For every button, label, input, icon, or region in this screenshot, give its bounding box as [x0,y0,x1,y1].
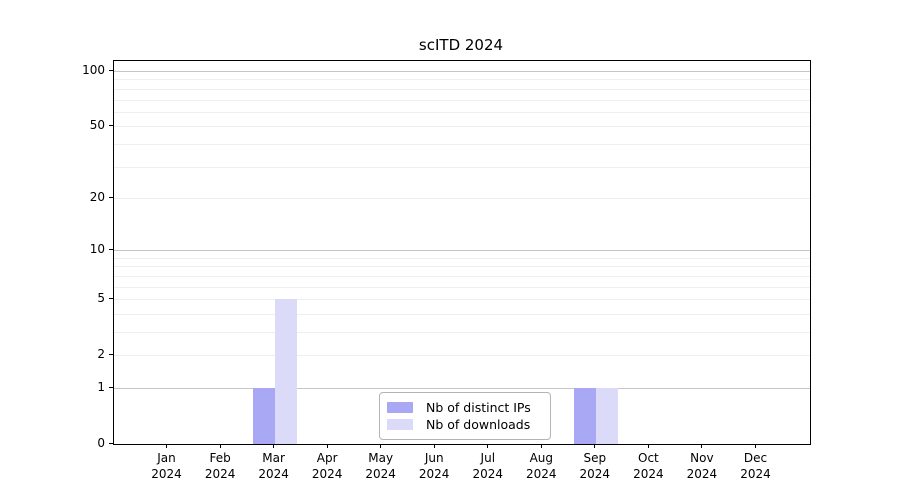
x-label-year: 2024 [258,467,289,481]
x-tick-aug-2024 [540,444,542,448]
x-tick-jan-2024 [166,444,167,448]
legend: Nb of distinct IPs Nb of downloads [379,392,551,440]
gridline-minor-80 [114,88,810,90]
x-label-year: 2024 [365,467,396,481]
x-label-month: Jul [480,451,496,465]
x-tick-dec-2024 [755,444,756,448]
x-label-month: Aug [529,451,554,465]
x-label-month: Mar [262,451,285,465]
x-label-year: 2024 [311,467,343,481]
legend-label-nb-of-distinct-ips: Nb of distinct IPs [426,400,531,415]
legend-swatch-nb-of-distinct-ips [387,402,413,413]
x-label-month: Oct [638,451,659,465]
x-label-year: 2024 [526,467,557,481]
x-tick-mar-2024 [273,444,275,448]
x-tick-may-2024 [380,444,382,448]
gridline-minor-2 [114,355,810,357]
gridline-minor-20 [114,197,810,199]
gridline-minor-9 [114,257,810,259]
y-tick-2 [109,354,113,356]
x-label-year: 2024 [418,467,450,481]
x-label-year: 2024 [472,467,504,481]
bar-nb-of-distinct-ips-sep-2024 [573,388,596,444]
y-axis-label-10: 10 [89,242,105,257]
chart-title: scITD 2024 [418,36,504,54]
y-tick-0 [109,443,113,444]
legend-item-nb-of-distinct-ips: Nb of distinct IPs [387,399,542,416]
x-label-month: Feb [209,451,231,465]
x-axis-label-mar-2024: Mar 2024 [242,450,306,482]
x-tick-jun-2024 [433,444,435,448]
y-tick-50 [109,125,113,127]
x-axis-label-jan-2024: Jan 2024 [135,450,199,482]
legend-label-nb-of-downloads: Nb of downloads [426,417,531,432]
x-label-year: 2024 [204,467,236,481]
bar-nb-of-distinct-ips-mar-2024 [252,388,275,444]
plot-area [113,60,811,445]
x-label-year: 2024 [151,467,182,481]
y-tick-100 [109,70,113,71]
x-label-month: Nov [690,451,714,465]
x-axis-label-dec-2024: Dec 2024 [724,450,788,482]
legend-swatch-nb-of-downloads [387,419,413,430]
x-axis-label-jun-2024: Jun 2024 [402,450,466,482]
x-label-month: Dec [743,451,768,465]
gridline-minor-50 [114,126,810,128]
x-label-month: Apr [316,451,338,465]
gridline-minor-6 [114,286,810,288]
x-axis-label-feb-2024: Feb 2024 [188,450,252,482]
gridline-minor-60 [114,111,810,113]
x-label-year: 2024 [579,467,611,481]
x-axis-label-oct-2024: Oct 2024 [616,450,680,482]
x-label-year: 2024 [686,467,718,481]
x-tick-feb-2024 [219,444,221,448]
gridline-minor-5 [114,299,810,301]
gridline-major-10 [114,250,810,252]
gridline-minor-90 [114,79,810,81]
x-tick-jul-2024 [487,444,489,448]
x-tick-nov-2024 [701,444,703,448]
x-axis-label-apr-2024: Apr 2024 [295,450,359,482]
x-label-year: 2024 [740,467,771,481]
x-tick-oct-2024 [647,444,649,448]
bar-nb-of-downloads-mar-2024 [274,299,297,444]
y-tick-1 [109,387,113,388]
x-label-month: Jun [424,451,444,465]
x-axis-label-sep-2024: Sep 2024 [563,450,627,482]
x-label-month: May [368,451,394,465]
x-axis-label-nov-2024: Nov 2024 [670,450,734,482]
gridline-major-100 [114,71,810,72]
x-axis-label-aug-2024: Aug 2024 [509,450,573,482]
gridline-minor-7 [114,275,810,277]
gridline-major-1 [114,388,810,389]
y-axis-label-50: 50 [89,118,105,133]
x-label-year: 2024 [633,467,664,481]
gridline-minor-4 [114,313,810,315]
gridline-minor-30 [114,166,810,168]
x-tick-apr-2024 [326,444,328,448]
x-axis-label-may-2024: May 2024 [349,450,413,482]
gridline-minor-8 [114,266,810,268]
gridline-minor-70 [114,99,810,101]
y-tick-10 [109,249,113,251]
y-tick-20 [109,196,113,198]
x-axis-label-jul-2024: Jul 2024 [456,450,520,482]
gridline-minor-3 [114,332,810,333]
y-axis-label-1: 1 [97,380,105,394]
bar-nb-of-downloads-sep-2024 [595,388,618,444]
x-label-month: Jan [157,451,176,465]
y-axis-label-0: 0 [97,436,105,450]
legend-item-nb-of-downloads: Nb of downloads [387,416,542,433]
gridline-minor-40 [114,143,810,145]
y-axis-label-20: 20 [89,189,105,204]
y-tick-5 [109,298,113,300]
y-axis-label-5: 5 [97,291,105,306]
x-label-month: Sep [583,451,607,465]
x-tick-sep-2024 [594,444,596,448]
y-axis-label-2: 2 [97,347,105,362]
y-axis-label-100: 100 [82,63,105,77]
